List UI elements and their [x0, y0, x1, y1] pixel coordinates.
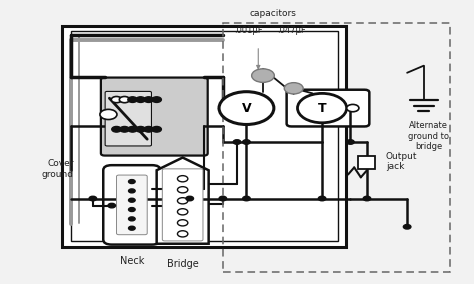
- Circle shape: [177, 220, 188, 226]
- Circle shape: [298, 93, 346, 123]
- FancyBboxPatch shape: [101, 78, 208, 156]
- Bar: [71, 31, 337, 241]
- Text: capacitors: capacitors: [249, 9, 296, 18]
- Circle shape: [136, 126, 146, 132]
- Circle shape: [177, 231, 188, 237]
- FancyBboxPatch shape: [103, 165, 160, 245]
- Circle shape: [100, 109, 117, 120]
- Bar: [223, 23, 450, 272]
- Text: .001μF: .001μF: [235, 26, 263, 35]
- Circle shape: [128, 97, 137, 103]
- Circle shape: [128, 217, 135, 221]
- Bar: [62, 26, 346, 247]
- Circle shape: [128, 189, 135, 193]
- Text: .047μF: .047μF: [277, 26, 306, 35]
- FancyBboxPatch shape: [105, 91, 152, 146]
- Circle shape: [152, 97, 161, 103]
- Circle shape: [112, 126, 121, 132]
- Circle shape: [152, 126, 161, 132]
- FancyBboxPatch shape: [287, 90, 369, 126]
- Circle shape: [111, 97, 122, 103]
- Circle shape: [144, 126, 154, 132]
- Circle shape: [177, 187, 188, 193]
- Circle shape: [89, 196, 97, 201]
- Circle shape: [318, 196, 326, 201]
- Text: Bridge: Bridge: [167, 258, 199, 269]
- Text: Alternate
ground to
bridge: Alternate ground to bridge: [408, 122, 449, 151]
- Circle shape: [128, 226, 135, 230]
- Circle shape: [186, 196, 193, 201]
- Circle shape: [363, 196, 371, 201]
- Circle shape: [346, 105, 359, 112]
- Bar: [358, 156, 375, 169]
- Circle shape: [144, 97, 154, 103]
- Circle shape: [252, 69, 274, 82]
- Polygon shape: [156, 158, 209, 244]
- Text: Cover
ground: Cover ground: [42, 159, 74, 179]
- Circle shape: [119, 97, 130, 103]
- Circle shape: [243, 196, 250, 201]
- Circle shape: [177, 209, 188, 215]
- Circle shape: [219, 196, 227, 201]
- Circle shape: [219, 92, 274, 124]
- Circle shape: [403, 225, 411, 229]
- Circle shape: [128, 208, 135, 212]
- Circle shape: [346, 140, 354, 144]
- Circle shape: [177, 176, 188, 182]
- Circle shape: [177, 198, 188, 204]
- FancyBboxPatch shape: [162, 169, 203, 241]
- Circle shape: [128, 198, 135, 202]
- Circle shape: [243, 140, 250, 144]
- Text: Output
jack: Output jack: [386, 152, 418, 172]
- Text: T: T: [318, 102, 327, 114]
- Circle shape: [108, 203, 116, 208]
- Circle shape: [120, 126, 129, 132]
- Circle shape: [128, 179, 135, 183]
- Circle shape: [233, 140, 241, 144]
- Circle shape: [136, 97, 146, 103]
- Text: V: V: [242, 102, 251, 114]
- Circle shape: [128, 126, 137, 132]
- FancyBboxPatch shape: [117, 175, 147, 235]
- Circle shape: [284, 83, 303, 94]
- Text: Neck: Neck: [120, 256, 144, 266]
